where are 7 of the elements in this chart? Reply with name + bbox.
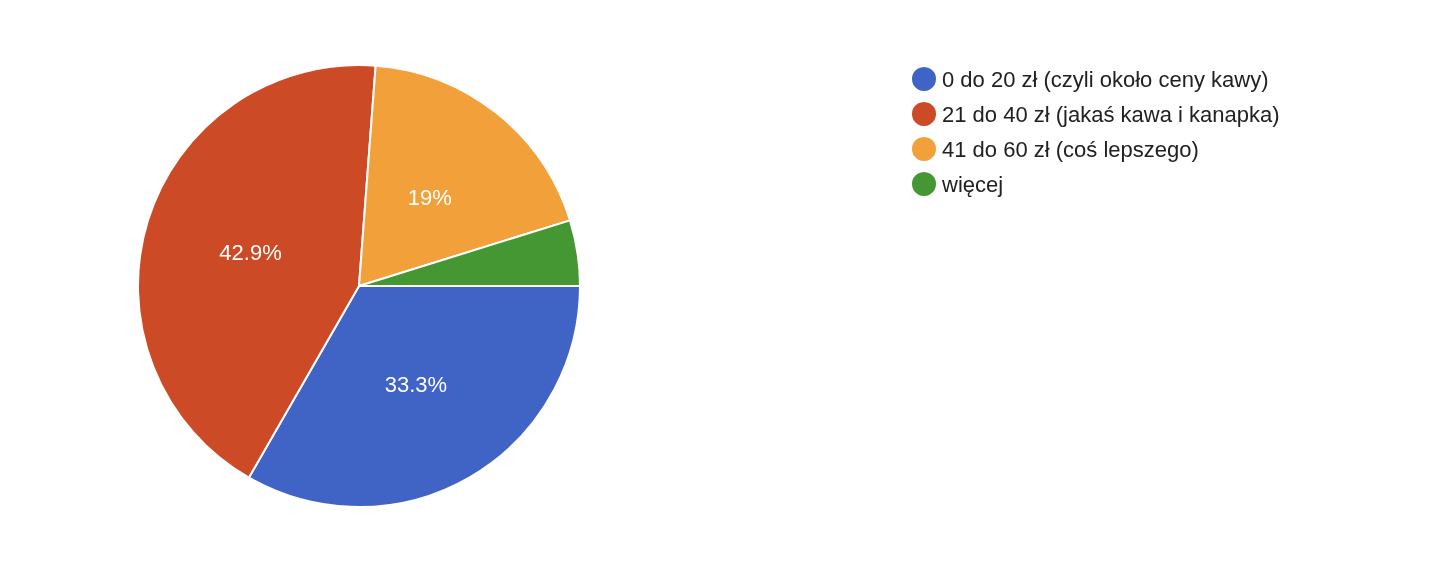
legend-label: 41 do 60 zł (coś lepszego) xyxy=(942,136,1199,162)
data-label: 42.9% xyxy=(219,240,282,266)
legend-label: 21 do 40 zł (jakaś kawa i kanapka) xyxy=(942,101,1280,127)
legend-label: 0 do 20 zł (czyli około ceny kawy) xyxy=(942,66,1269,92)
legend-label: więcej xyxy=(941,171,1004,197)
data-label: 33.3% xyxy=(384,371,448,397)
data-label: 19% xyxy=(407,184,452,210)
